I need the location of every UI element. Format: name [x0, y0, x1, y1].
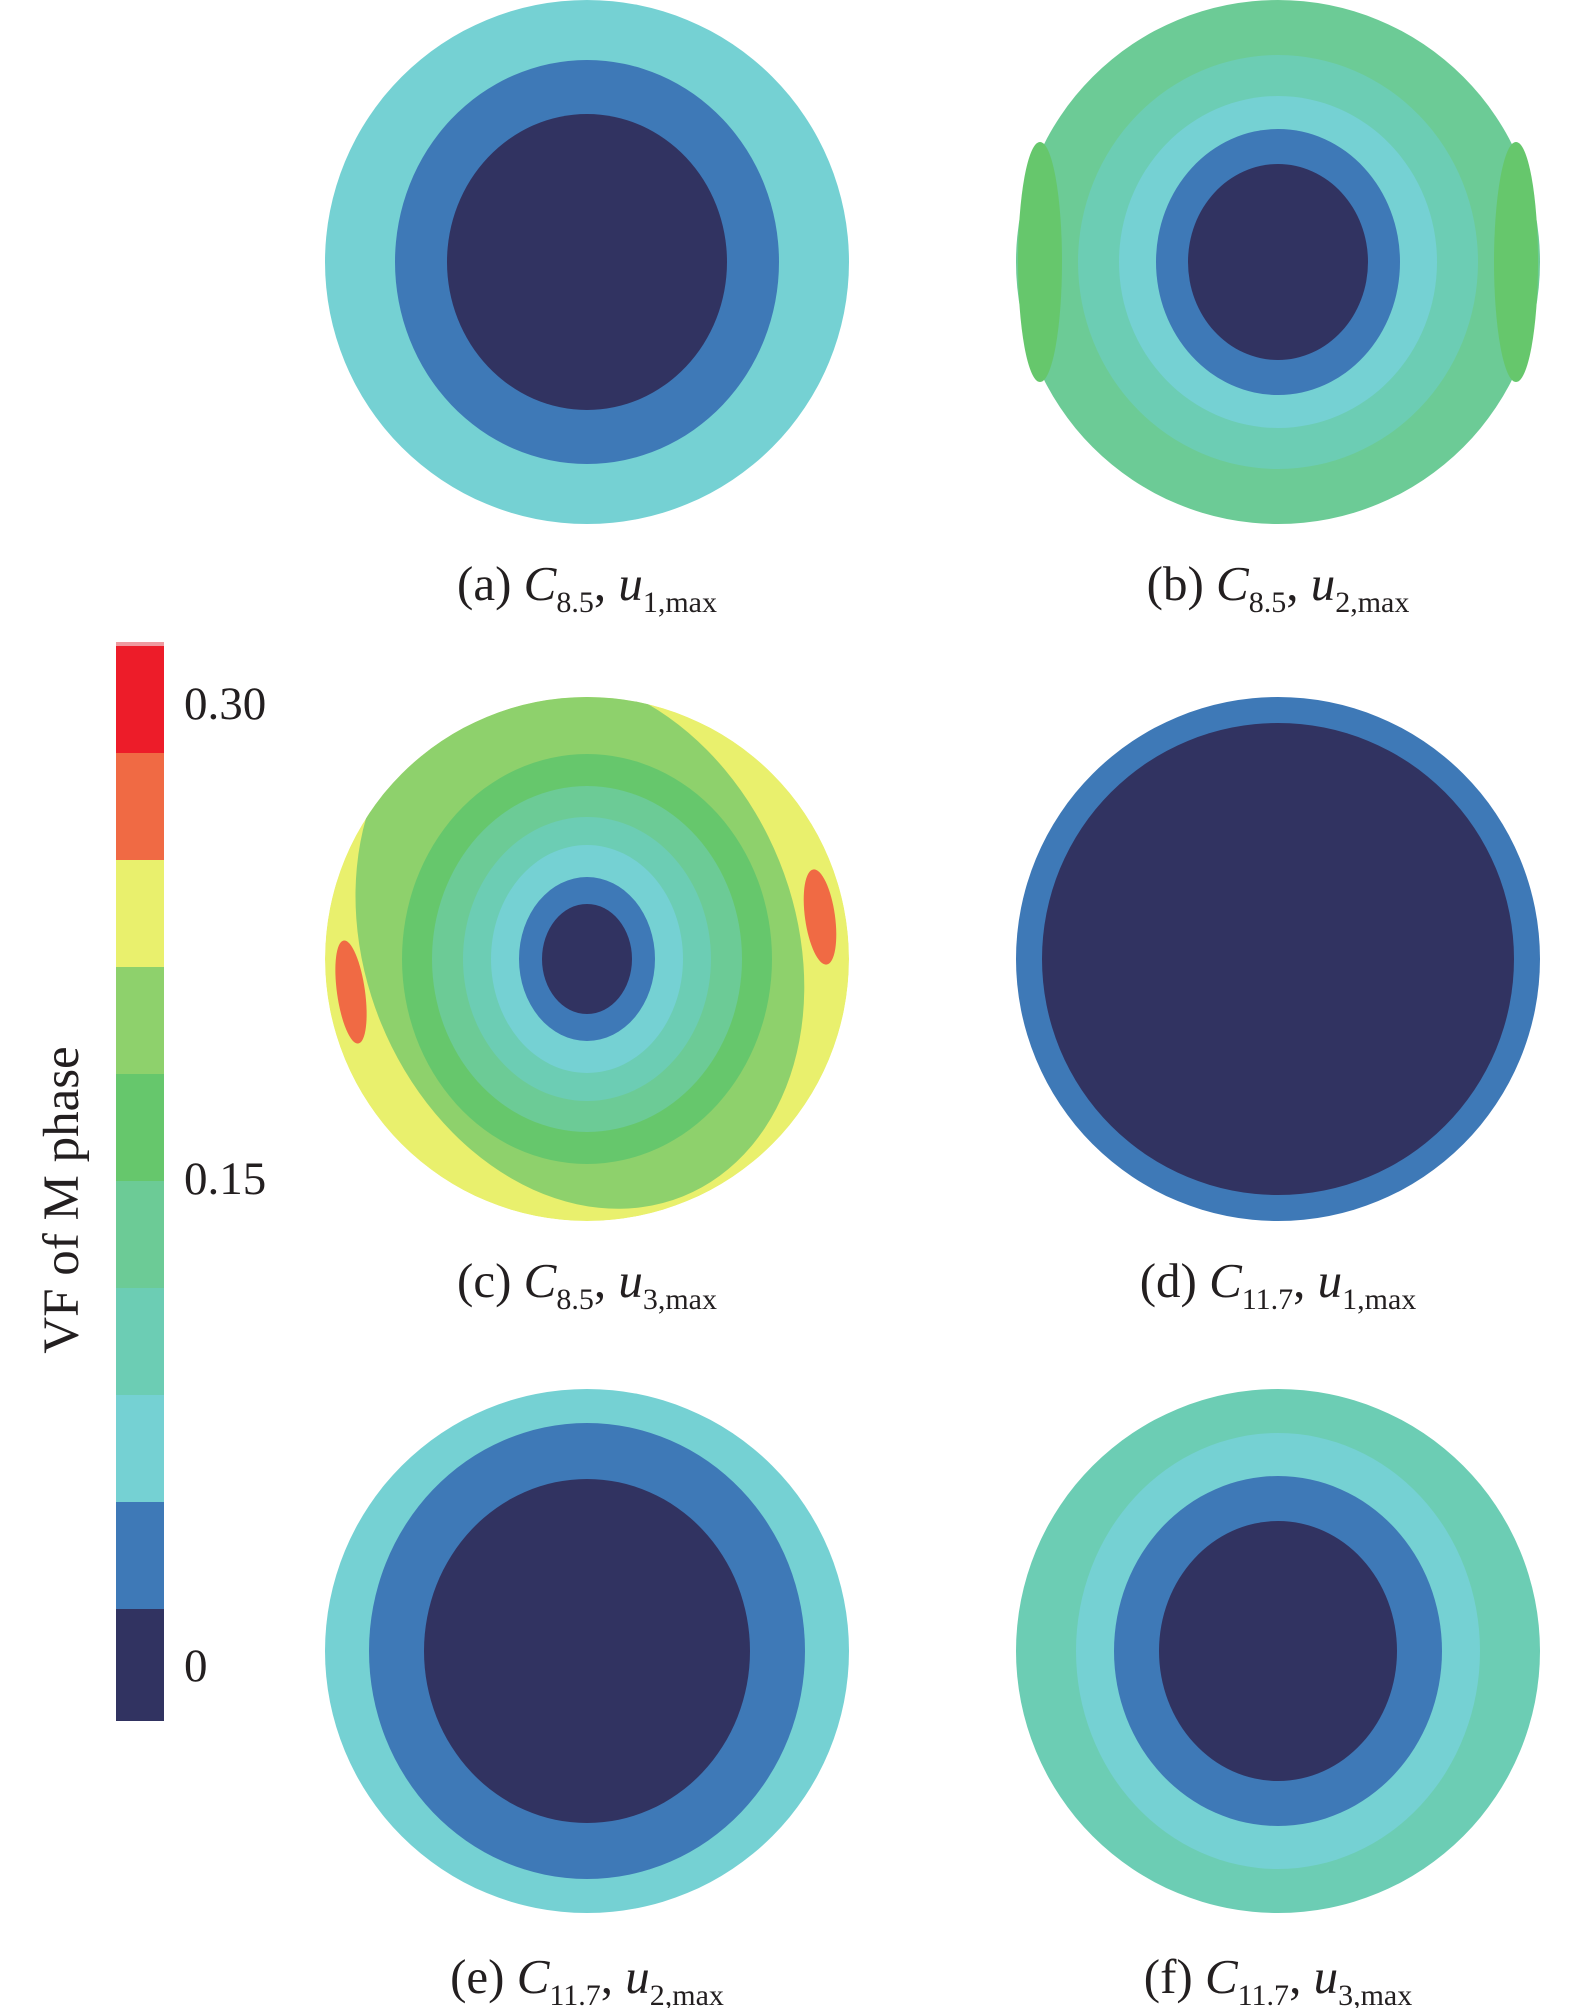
- contour-patch-b-left: [1018, 142, 1062, 382]
- colorbar-bin-0.06: [116, 1395, 164, 1503]
- colorbar: 0.30 0.15 0 VF of M phase: [34, 642, 266, 1721]
- contour-hotspot-c-right: [803, 869, 837, 965]
- panel-d: (d) C11.7, u1,max: [1016, 697, 1540, 1316]
- panel-b: (b) C8.5, u2,max: [1016, 0, 1540, 619]
- colorbar-bin-0.24: [116, 753, 164, 861]
- colorbar-bin-0.12: [116, 1181, 164, 1289]
- panel-c: (c) C8.5, u3,max: [325, 697, 849, 1316]
- contour-ring-a-2: [447, 114, 727, 410]
- panel-a: (a) C8.5, u1,max: [325, 0, 849, 619]
- contour-plot-c: [325, 697, 849, 1221]
- contour-ring-f-3: [1159, 1521, 1397, 1781]
- colorbar-tick-0: 0: [184, 1640, 208, 1692]
- caption-a: (a) C8.5, u1,max: [457, 556, 717, 619]
- caption-c: (c) C8.5, u3,max: [457, 1253, 717, 1316]
- contour-plot-f: [1016, 1389, 1540, 1913]
- contour-ring-d-1: [1042, 723, 1514, 1195]
- caption-e: (e) C11.7, u2,max: [450, 1949, 724, 2008]
- colorbar-bin-0.27: [116, 646, 164, 754]
- colorbar-bin-0.09: [116, 1288, 164, 1396]
- colorbar-bin-0.03: [116, 1502, 164, 1610]
- contour-ring-e-2: [424, 1479, 750, 1823]
- caption-b: (b) C8.5, u2,max: [1147, 556, 1410, 619]
- caption-f: (f) C11.7, u3,max: [1144, 1949, 1412, 2008]
- panel-f: (f) C11.7, u3,max: [1016, 1389, 1540, 2008]
- colorbar-top-cap: [116, 642, 164, 646]
- caption-d: (d) C11.7, u1,max: [1140, 1253, 1417, 1316]
- contour-hotspot-c-left: [335, 940, 367, 1044]
- contour-ring-b-4: [1188, 164, 1368, 360]
- contour-ring-c-7: [542, 904, 632, 1014]
- contour-patch-b-right: [1494, 142, 1538, 382]
- contour-plot-b: [1016, 0, 1540, 524]
- panel-e: (e) C11.7, u2,max: [325, 1389, 849, 2008]
- colorbar-bin-0.15: [116, 1074, 164, 1182]
- contour-plot-d: [1016, 697, 1540, 1221]
- contour-plot-e: [325, 1389, 849, 1913]
- colorbar-title: VF of M phase: [34, 1046, 90, 1353]
- contour-plot-a: [325, 0, 849, 524]
- colorbar-tick-0.15: 0.15: [184, 1153, 266, 1205]
- colorbar-bin-0.21: [116, 860, 164, 968]
- colorbar-bin-0.00: [116, 1609, 164, 1721]
- colorbar-tick-0.30: 0.30: [184, 678, 266, 730]
- colorbar-bin-0.18: [116, 967, 164, 1075]
